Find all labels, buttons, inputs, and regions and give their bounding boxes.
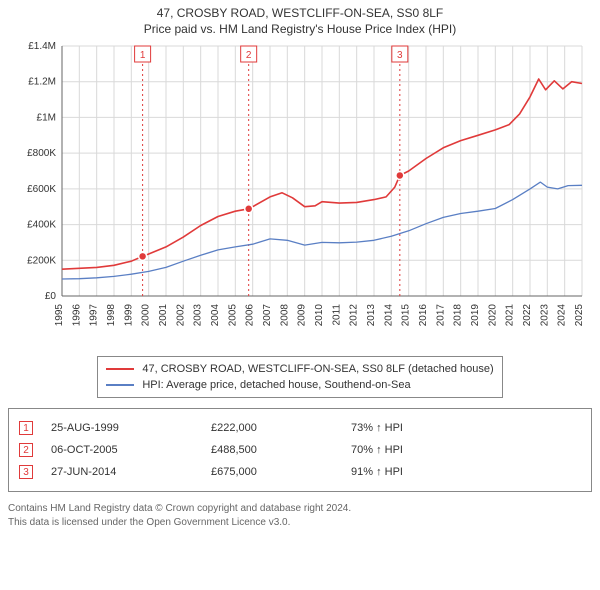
sale-vs-hpi: 91% ↑ HPI — [351, 461, 403, 483]
title-address: 47, CROSBY ROAD, WESTCLIFF-ON-SEA, SS0 8… — [8, 6, 592, 20]
sale-row: 2 06-OCT-2005£488,50070% ↑ HPI — [19, 439, 581, 461]
svg-text:2004: 2004 — [210, 304, 221, 327]
sale-badge: 1 — [19, 421, 33, 435]
svg-text:2017: 2017 — [435, 304, 446, 327]
svg-text:1995: 1995 — [54, 304, 65, 327]
legend: 47, CROSBY ROAD, WESTCLIFF-ON-SEA, SS0 8… — [97, 356, 502, 398]
svg-text:2: 2 — [246, 50, 252, 61]
svg-text:2002: 2002 — [175, 304, 186, 327]
legend-label: HPI: Average price, detached house, Sout… — [142, 377, 410, 393]
footer-line-2: This data is licensed under the Open Gov… — [8, 516, 592, 530]
legend-swatch — [106, 368, 134, 370]
svg-text:2001: 2001 — [158, 304, 169, 327]
svg-text:3: 3 — [397, 50, 403, 61]
legend-item: 47, CROSBY ROAD, WESTCLIFF-ON-SEA, SS0 8… — [106, 361, 493, 377]
svg-text:1997: 1997 — [89, 304, 100, 327]
svg-text:2007: 2007 — [262, 304, 273, 327]
sale-date: 06-OCT-2005 — [51, 439, 211, 461]
chart-titles: 47, CROSBY ROAD, WESTCLIFF-ON-SEA, SS0 8… — [8, 6, 592, 36]
sale-badge: 2 — [19, 443, 33, 457]
svg-text:2025: 2025 — [574, 304, 585, 327]
line-chart: £0 £200K £400K £600K £800K £1M £1.2M £1.4M 1995 1… — [8, 38, 592, 348]
title-subtitle: Price paid vs. HM Land Registry's House … — [8, 22, 592, 36]
svg-text:1998: 1998 — [106, 304, 117, 327]
svg-text:2024: 2024 — [557, 304, 568, 327]
sale-vs-hpi: 70% ↑ HPI — [351, 439, 403, 461]
sale-price: £222,000 — [211, 417, 351, 439]
footer: Contains HM Land Registry data © Crown c… — [8, 502, 592, 530]
svg-text:2011: 2011 — [331, 304, 342, 326]
svg-text:2005: 2005 — [227, 304, 238, 327]
svg-text:£1M: £1M — [37, 112, 56, 123]
svg-text:£200K: £200K — [27, 255, 56, 266]
sale-badge: 3 — [19, 465, 33, 479]
svg-text:2003: 2003 — [193, 304, 204, 327]
svg-text:2009: 2009 — [297, 304, 308, 327]
chart-container: £0 £200K £400K £600K £800K £1M £1.2M £1.4M 1995 1… — [8, 38, 592, 348]
legend-swatch — [106, 384, 134, 386]
sale-date: 25-AUG-1999 — [51, 417, 211, 439]
sale-row: 1 25-AUG-1999£222,00073% ↑ HPI — [19, 417, 581, 439]
svg-text:2023: 2023 — [539, 304, 550, 327]
svg-text:£400K: £400K — [27, 220, 56, 231]
svg-text:2000: 2000 — [141, 304, 152, 327]
svg-text:£600K: £600K — [27, 184, 56, 195]
legend-label: 47, CROSBY ROAD, WESTCLIFF-ON-SEA, SS0 8… — [142, 361, 493, 377]
svg-text:2019: 2019 — [470, 304, 481, 327]
footer-line-1: Contains HM Land Registry data © Crown c… — [8, 502, 592, 516]
svg-text:2006: 2006 — [245, 304, 256, 327]
svg-text:2012: 2012 — [349, 304, 360, 327]
svg-text:2016: 2016 — [418, 304, 429, 327]
svg-text:2013: 2013 — [366, 304, 377, 327]
sale-price: £675,000 — [211, 461, 351, 483]
sale-row: 3 27-JUN-2014£675,00091% ↑ HPI — [19, 461, 581, 483]
svg-text:2018: 2018 — [453, 304, 464, 327]
svg-text:2021: 2021 — [505, 304, 516, 327]
svg-text:2014: 2014 — [383, 304, 394, 327]
svg-text:1996: 1996 — [71, 304, 82, 327]
svg-text:£1.2M: £1.2M — [28, 77, 56, 88]
svg-text:1999: 1999 — [123, 304, 134, 327]
svg-text:£1.4M: £1.4M — [28, 41, 56, 52]
svg-text:£0: £0 — [45, 291, 57, 302]
svg-text:2015: 2015 — [401, 304, 412, 327]
sale-price: £488,500 — [211, 439, 351, 461]
svg-text:£800K: £800K — [27, 148, 56, 159]
svg-text:1: 1 — [140, 50, 146, 61]
svg-text:2010: 2010 — [314, 304, 325, 327]
svg-text:2020: 2020 — [487, 304, 498, 327]
svg-text:2022: 2022 — [522, 304, 533, 327]
sale-vs-hpi: 73% ↑ HPI — [351, 417, 403, 439]
legend-item: HPI: Average price, detached house, Sout… — [106, 377, 493, 393]
sale-date: 27-JUN-2014 — [51, 461, 211, 483]
sales-table: 1 25-AUG-1999£222,00073% ↑ HPI 2 06-OCT-200… — [8, 408, 592, 492]
svg-text:2008: 2008 — [279, 304, 290, 327]
